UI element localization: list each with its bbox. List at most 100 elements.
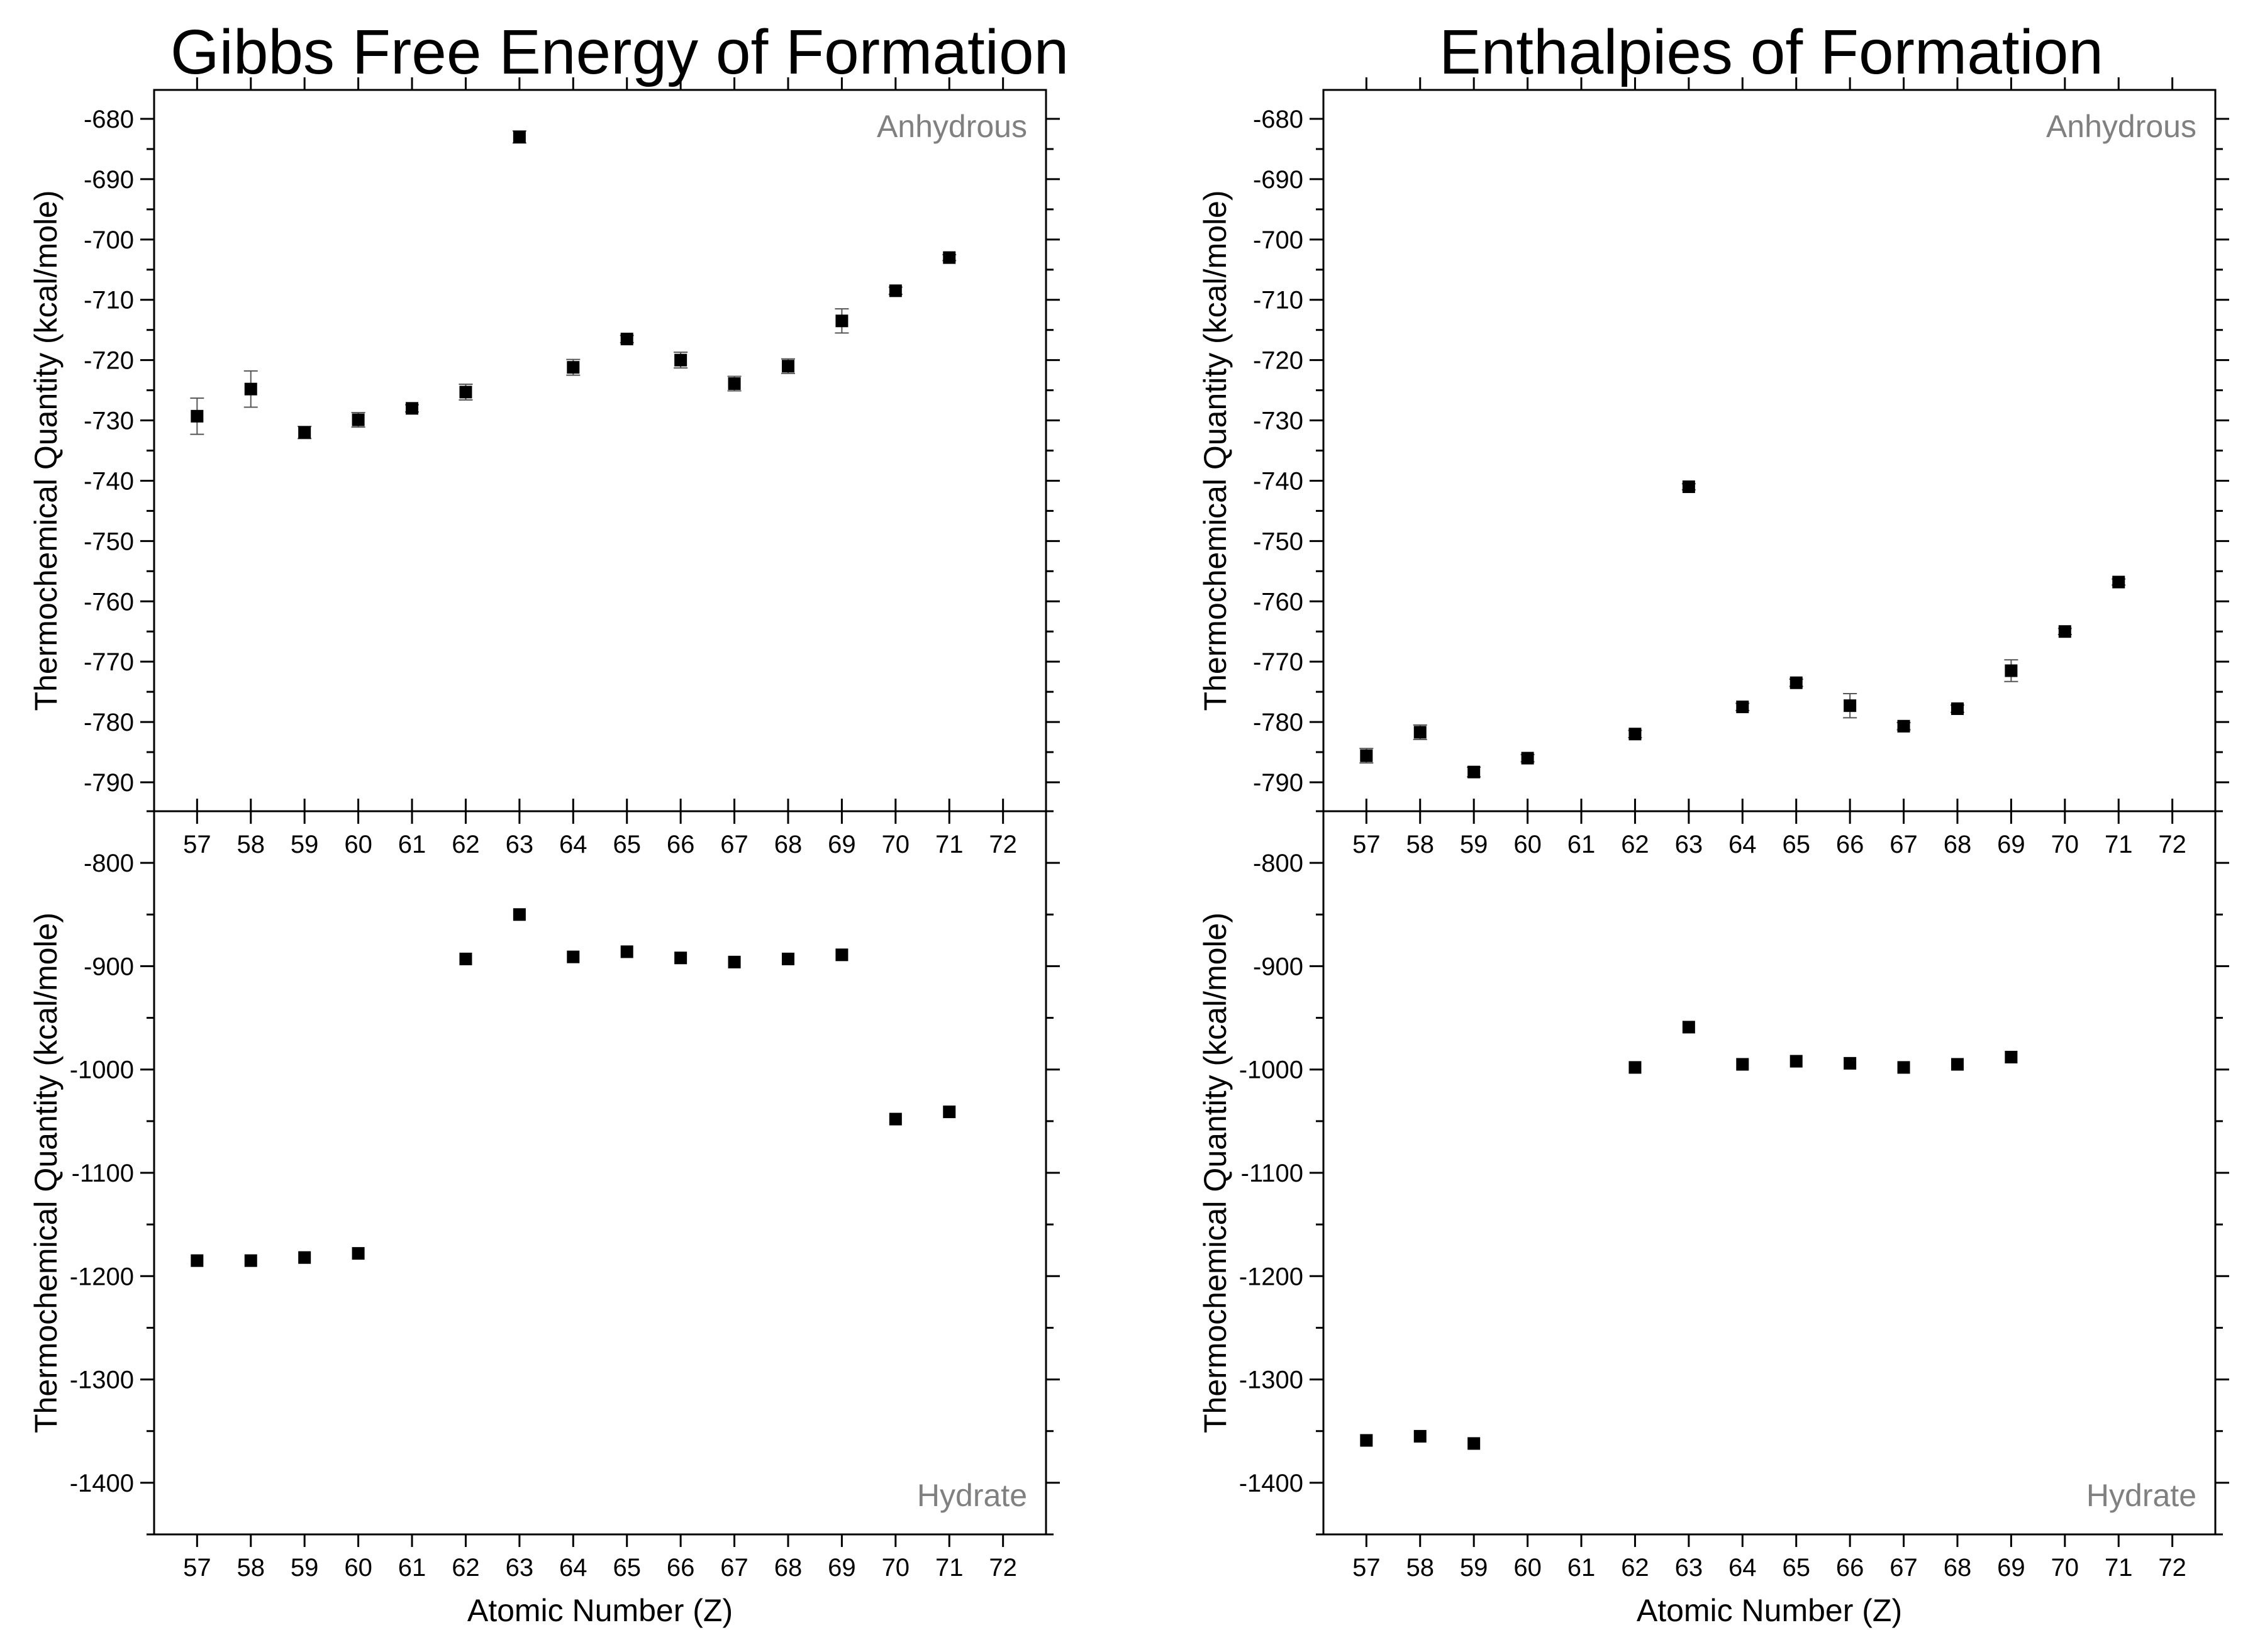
plot-frame [1322,810,2217,1536]
x-tick-label: 69 [828,831,856,858]
data-point [728,955,741,968]
y-tick-label: -790 [84,769,134,797]
x-tick-label: 65 [613,1554,641,1582]
x-tick-label: 65 [1782,831,1810,858]
x-tick-label: 70 [2051,831,2079,858]
y-axis-title: Thermochemical Quantity (kcal/mole) [1198,190,1233,711]
y-tick-label: -790 [1253,769,1303,797]
data-point [1521,751,1534,765]
y-tick-label: -1400 [70,1470,134,1497]
x-tick-label: 70 [2051,1554,2079,1582]
y-axis-title: Thermochemical Quantity (kcal/mole) [28,912,64,1433]
x-tick-label: 69 [828,1554,856,1582]
x-tick-label: 68 [1944,831,1972,858]
region-label: Hydrate [917,1478,1027,1513]
data-point [1360,1434,1373,1447]
x-tick-label: 67 [1890,1554,1918,1582]
y-tick-label: -740 [1253,467,1303,495]
x-tick-label: 68 [774,831,803,858]
x-tick-label: 64 [559,831,587,858]
chart-title: Enthalpies of Formation [1439,17,2103,87]
data-point [674,951,687,965]
x-tick-label: 64 [559,1554,587,1582]
data-point [1413,726,1427,739]
data-point [620,333,633,346]
x-tick-label: 70 [882,831,910,858]
data-point [244,382,257,396]
y-tick-label: -750 [84,528,134,555]
x-tick-label: 60 [344,1554,372,1582]
x-tick-label: 66 [667,1554,695,1582]
x-tick-label: 63 [1675,831,1703,858]
data-point [191,409,204,423]
data-point [835,948,849,962]
data-point [1789,676,1803,689]
y-tick-label: -1100 [1241,1160,1303,1187]
x-tick-label: 60 [1513,831,1542,858]
y-tick-label: -1200 [1239,1263,1303,1290]
x-tick-label: 57 [1352,831,1381,858]
x-tick-label: 67 [720,831,749,858]
chart-title: Gibbs Free Energy of Formation [170,17,1069,87]
data-point [1844,699,1857,712]
y-tick-label: -800 [84,850,134,877]
data-point [352,413,365,426]
y-tick-label: -900 [1253,953,1303,980]
data-point [352,1247,365,1260]
data-point [406,402,419,415]
plot-frame [1322,89,2217,812]
y-tick-label: -780 [1253,709,1303,736]
data-point [1951,702,1964,715]
data-point [1736,701,1749,714]
plot-frame [153,810,1047,1536]
x-tick-label: 65 [1782,1554,1810,1582]
x-tick-label: 60 [344,831,372,858]
y-tick-label: -690 [1253,166,1303,194]
data-point [1682,480,1695,494]
y-tick-label: -900 [84,953,134,980]
chart-panel-1: Gibbs Free Energy of Formation -680 -690 -7… [28,17,1069,1628]
y-tick-label: -720 [1253,347,1303,375]
data-point [1897,1061,1910,1074]
x-tick-label: 63 [506,831,534,858]
y-tick-label: -700 [1253,226,1303,254]
y-tick-label: -730 [1253,407,1303,435]
data-point [513,908,526,921]
data-point [1628,1061,1642,1074]
data-point [567,361,580,374]
y-tick-label: -1100 [72,1160,134,1187]
x-tick-label: 59 [291,1554,319,1582]
data-point [781,360,794,373]
y-tick-label: -740 [84,467,134,495]
y-tick-label: -690 [84,166,134,194]
y-tick-label: -710 [1253,287,1303,314]
data-point [781,952,794,965]
x-tick-label: 71 [935,831,964,858]
data-point [1844,1056,1857,1070]
x-tick-label: 61 [398,831,426,858]
x-tick-label: 71 [2105,831,2133,858]
y-tick-label: -800 [1253,850,1303,877]
x-tick-label: 61 [1567,1554,1596,1582]
x-tick-label: 57 [183,1554,211,1582]
data-point [835,314,849,328]
x-tick-label: 67 [720,1554,749,1582]
subplot-anhydrous: -680 -690 -700 -710 -720 -730 -740 -750 -760 -770… [1198,77,2229,858]
y-tick-label: -680 [1253,106,1303,133]
y-tick-label: -710 [84,287,134,314]
data-point [2112,575,2125,589]
x-tick-label: 72 [2158,831,2186,858]
y-tick-label: -770 [84,648,134,676]
data-point [889,1112,902,1126]
y-tick-label: -720 [84,347,134,375]
x-tick-label: 58 [1406,1554,1435,1582]
y-tick-label: -1000 [70,1056,134,1084]
y-tick-label: -1300 [70,1367,134,1394]
data-point [2005,664,2018,677]
x-tick-label: 68 [774,1554,803,1582]
x-tick-label: 71 [935,1554,964,1582]
y-tick-label: -1000 [1239,1056,1303,1084]
chart-panel-2: Enthalpies of Formation -680 -690 -700 -710 -… [1198,17,2229,1628]
y-tick-label: -700 [84,226,134,254]
